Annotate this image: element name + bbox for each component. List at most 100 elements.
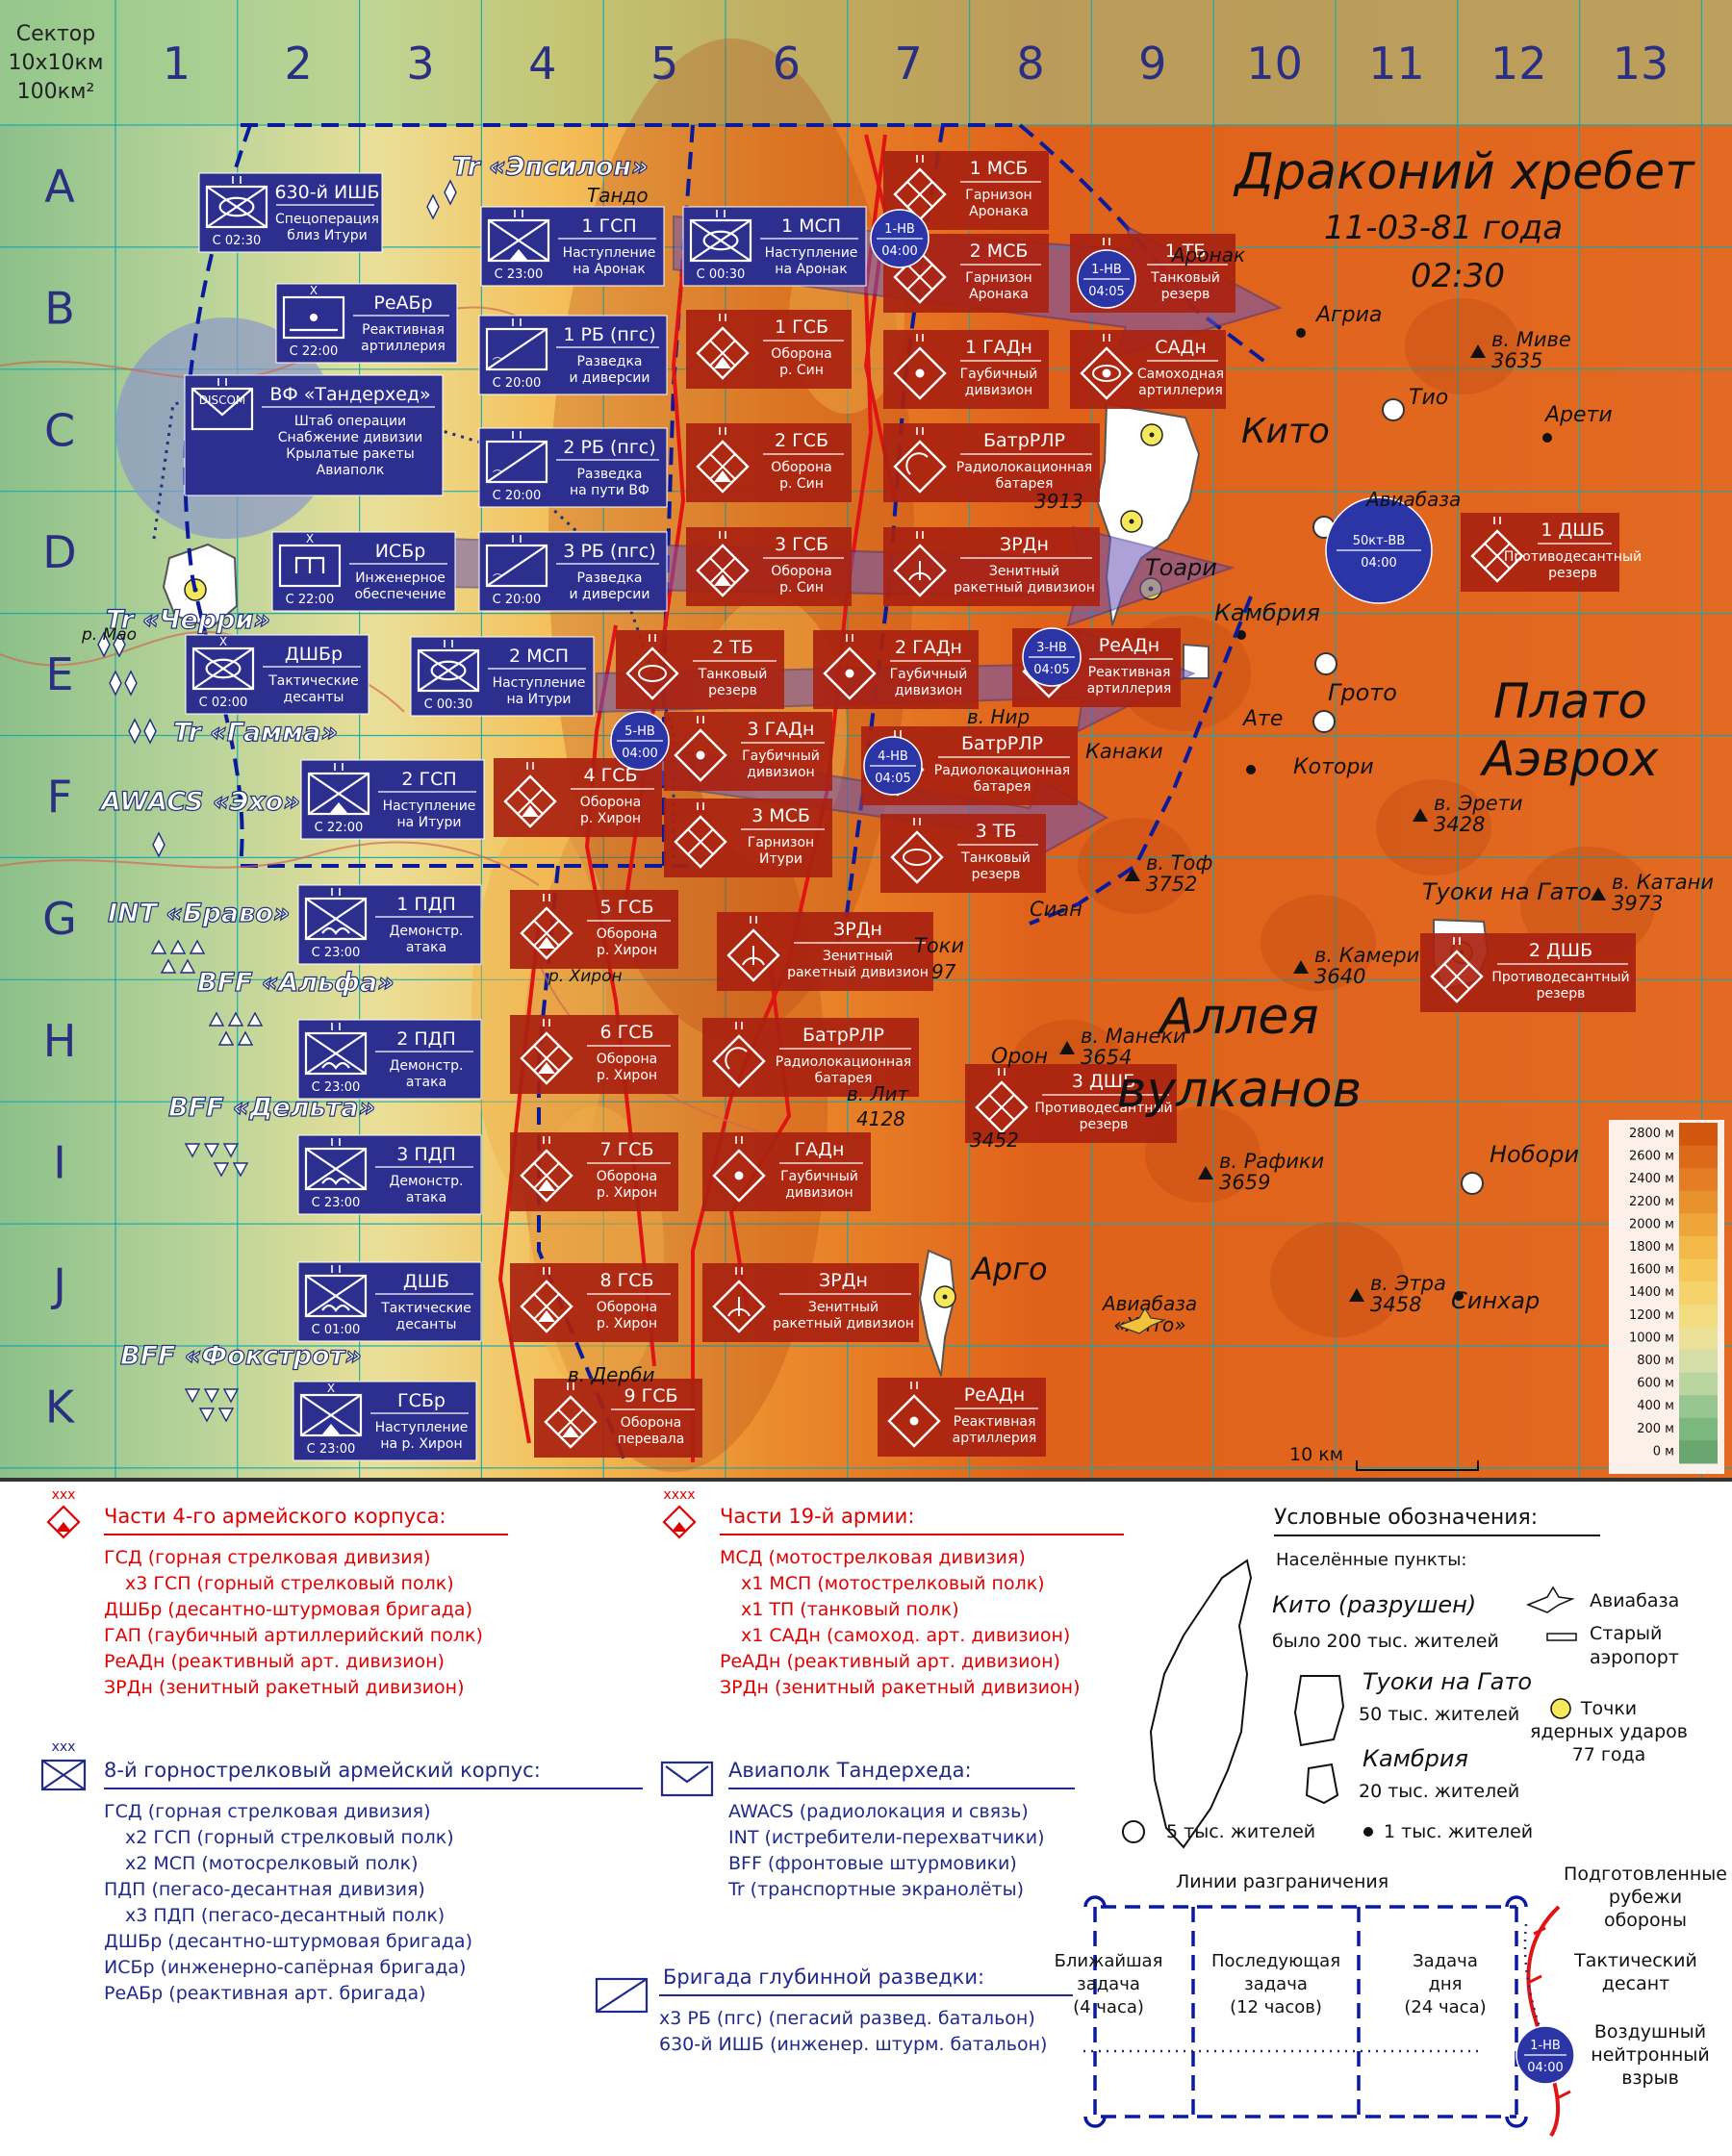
red-unit-28: ЗРДн Зенитный ракетный дивизион (702, 1263, 919, 1342)
aircraft-icon (222, 1143, 240, 1158)
unit-frame-icon (304, 1147, 368, 1191)
grid-column-label: 7 (895, 38, 923, 89)
terrain-north (0, 0, 1732, 125)
peak-icon (1059, 1041, 1075, 1054)
track-icon (218, 196, 255, 217)
transport-icon (426, 193, 440, 220)
unit-name: 2 ГАДн (895, 637, 962, 658)
elevation-label: 1600 м (1629, 1263, 1674, 1278)
mountain-icon (538, 1310, 555, 1322)
red-unit-box (534, 1379, 702, 1458)
legend-air-regiment-icon (660, 1761, 714, 1797)
grid-row-label: I (53, 1137, 66, 1189)
grid-column-label: 6 (773, 38, 801, 89)
sector-area-label: 100км² (17, 80, 95, 104)
legend-echelon: xxx (52, 1487, 76, 1503)
place-lit: в. Лит (847, 1082, 910, 1105)
engineer-icon (294, 556, 325, 573)
unit-frame-icon (304, 1031, 368, 1076)
red-unit-21: 2 ДШБ Противодесантный резерв (1420, 933, 1636, 1012)
artillery-icon (909, 1416, 919, 1426)
hostile-frame-icon (712, 1149, 766, 1203)
blue-unit-1: С 23:00 1 ГСП Наступление на Аронак (480, 206, 665, 287)
unit-desc: Противодесантный резерв (1504, 549, 1642, 581)
elevation-label: 2000 м (1629, 1217, 1674, 1231)
grid-row-label: K (45, 1381, 76, 1433)
peak-icon (1293, 960, 1309, 974)
hostile-frame-icon (696, 326, 750, 380)
red-unit-22: 6 ГСБ Оборона р. Хирон (510, 1015, 678, 1094)
blue-unit-12: С 23:00 1 ПДП Демонстр. атака (297, 884, 482, 965)
city-argo (918, 1249, 956, 1377)
grid-row-label: D (42, 526, 76, 578)
unit-name: 2 МСП (509, 646, 569, 667)
legend-kito: Кито (разрушен) (1272, 1591, 1476, 1618)
aircraft-icon (217, 1030, 235, 1046)
hostile-frame-icon (520, 1149, 573, 1203)
wheel-icon (430, 660, 467, 681)
air-group-label: Tr «Эпсилон» (452, 152, 649, 182)
unit-desc: Гарнизон Аронака (965, 270, 1032, 302)
unit-desc: Наступление на Итури (493, 675, 586, 707)
cross-icon (690, 219, 751, 262)
hostile-frame-icon (696, 544, 750, 597)
legend-line-cap (1505, 1895, 1528, 1908)
cross-icon (533, 1293, 560, 1320)
air-group-label: Tr «Черри» (106, 605, 270, 635)
legend-item: ЗРДн (зенитный ракетный дивизион) (104, 1677, 465, 1698)
unit-time: С 23:00 (312, 1196, 361, 1210)
grid-row-label: G (42, 893, 77, 945)
unit-desc: Разведка и диверсии (570, 571, 650, 602)
hostile-frame-icon (674, 815, 727, 869)
legend-item: Tr (транспортные экранолёты) (728, 1879, 1025, 1900)
blue-unit-4: ⌒ С 20:00 1 РБ (пгс) Разведка и диверсии (478, 315, 668, 395)
city-kambria (1183, 643, 1210, 679)
unit-name: РеАБр (373, 292, 432, 314)
peak-label: в. Манеки 3654 (1081, 1025, 1186, 1069)
unit-desc: Реактивная артиллерия (361, 322, 446, 354)
grid-column-label: 2 (285, 38, 313, 89)
hostile-frame-icon (544, 1395, 598, 1449)
unit-frame-icon (191, 387, 254, 431)
legend-old-airport: Старый аэропорт (1590, 1623, 1679, 1668)
legend-1k: 1 тыс. жителей (1384, 1821, 1533, 1842)
place-nobori: Нобори (1490, 1141, 1579, 1168)
settlement-1k (1296, 328, 1306, 338)
settlement-5k (1461, 1172, 1484, 1195)
unit-name: 7 ГСБ (599, 1139, 653, 1160)
elevation-swatch (1679, 1258, 1718, 1282)
unit-frame-icon (191, 647, 255, 691)
place-airbase_n: Авиабаза (1364, 488, 1461, 511)
unit-frame-icon (485, 327, 548, 371)
aircraft-icon (222, 1388, 240, 1404)
wings-icon (321, 1061, 350, 1070)
hostile-frame-icon (1080, 346, 1133, 400)
elevation-label: 800 м (1637, 1354, 1674, 1368)
mountain-icon (538, 937, 555, 949)
map-time: 02:30 (1411, 257, 1505, 295)
unit-name: ИСБр (375, 541, 426, 562)
unit-name: 1 ГСП (581, 216, 636, 237)
airburst-label: 1-НВ (1091, 263, 1122, 277)
grid-row-label: B (44, 282, 75, 334)
sam-icon (742, 946, 765, 966)
legend-echelon: xxx (52, 1739, 76, 1755)
unit-desc: Оборона перевала (618, 1415, 685, 1447)
unit-desc: Оборона р. Хирон (597, 1300, 657, 1332)
mountain-icon (714, 357, 731, 368)
transport-icon (97, 631, 111, 658)
legend-airburst-l1: 1-НВ (1530, 2039, 1561, 2053)
air-group-label: BFF «Дельта» (168, 1093, 375, 1123)
cross-icon (533, 920, 560, 947)
transport-icon (143, 718, 157, 745)
peak-label: в. Рафики 3659 (1219, 1150, 1324, 1194)
unit-name: 3 ТБ (976, 821, 1017, 842)
wheel-icon (702, 230, 739, 251)
place-tando: Тандо (587, 184, 649, 207)
legend-tuoki-pop: 50 тыс. жителей (1359, 1704, 1519, 1725)
legend-tuoki: Туоки на Гато (1363, 1668, 1532, 1695)
unit-name: 1 МСБ (970, 158, 1029, 179)
legend-item: x2 ГСП (горный стрелковый полк) (125, 1827, 454, 1848)
legend-hostile-icon (46, 1505, 81, 1539)
